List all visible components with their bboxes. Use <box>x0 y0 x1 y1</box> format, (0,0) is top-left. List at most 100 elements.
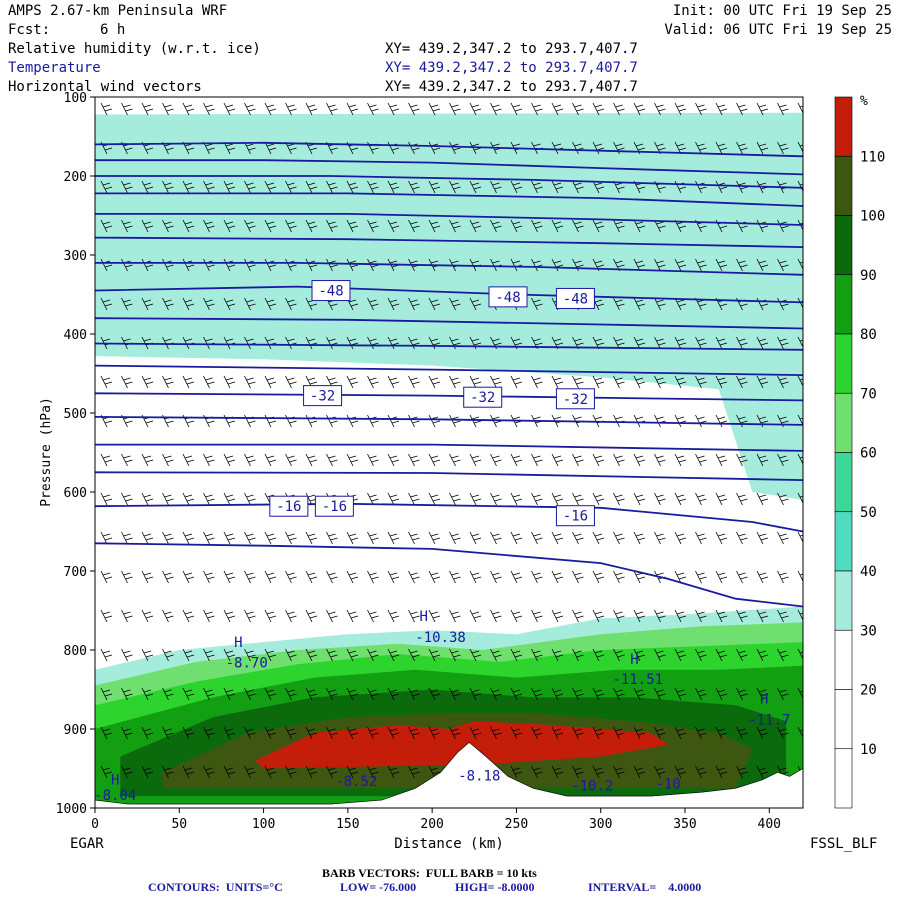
wind-barb <box>428 726 441 740</box>
wind-barb <box>367 492 379 506</box>
wind-barb <box>408 453 420 467</box>
wind-barb <box>121 687 133 701</box>
wind-barb <box>592 102 605 116</box>
wind-barb <box>777 258 789 272</box>
wind-barb <box>428 648 441 662</box>
wind-barb <box>797 609 803 621</box>
wind-barb <box>756 102 769 116</box>
wind-barb <box>613 492 625 506</box>
colorbar-segment <box>834 392 853 453</box>
isotherm-label-box <box>555 505 595 527</box>
wind-barb <box>551 102 564 116</box>
wind-barb <box>223 375 236 389</box>
wind-barb <box>100 570 113 584</box>
rh-band-120 <box>255 721 669 769</box>
wind-barb <box>674 297 687 311</box>
wind-barb <box>756 141 769 155</box>
isotherm-label-box <box>463 386 503 408</box>
wind-barb <box>695 492 707 506</box>
wind-barb <box>797 687 803 699</box>
wind-barb <box>387 765 400 779</box>
wind-barb <box>797 141 803 153</box>
isotherm-label-box <box>269 495 309 517</box>
wind-barb <box>162 453 174 467</box>
wind-barb <box>695 414 707 428</box>
wind-barb <box>695 687 707 701</box>
init-time: Init: 00 UTC Fri 19 Sep 25 <box>672 3 892 19</box>
wind-barb <box>223 765 236 779</box>
isotherm-label: -32 <box>563 392 588 408</box>
wind-barb <box>490 180 502 194</box>
wind-barb <box>121 297 133 311</box>
wind-barb <box>100 219 113 233</box>
wind-barb <box>510 375 523 389</box>
wind-barb <box>654 609 666 623</box>
wind-barb <box>613 726 625 740</box>
wind-barb <box>654 414 666 428</box>
wind-barb <box>141 219 154 233</box>
wind-barb <box>531 219 543 233</box>
wind-barb <box>428 492 441 506</box>
wind-barb <box>182 375 195 389</box>
wind-barb <box>469 219 482 233</box>
colorbar-segment <box>834 155 853 216</box>
wind-barb <box>346 570 359 584</box>
wind-barb <box>203 102 215 116</box>
wind-barb <box>654 726 666 740</box>
wind-barb <box>531 531 543 545</box>
barb-note: BARB VECTORS: FULL BARB = 10 kts <box>322 866 537 880</box>
wind-barb <box>428 180 441 194</box>
wind-barb <box>162 180 174 194</box>
wind-barb <box>408 375 420 389</box>
wind-barb <box>387 414 400 428</box>
wind-barb <box>613 297 625 311</box>
wind-barb <box>510 726 523 740</box>
wind-barb <box>736 570 748 584</box>
wind-barb <box>695 375 707 389</box>
wind-barb <box>346 531 359 545</box>
wind-barb <box>141 687 154 701</box>
wind-barb <box>449 648 461 662</box>
wind-barb <box>387 453 400 467</box>
wind-barb <box>490 375 502 389</box>
wind-barb <box>551 687 564 701</box>
wind-barb <box>715 609 728 623</box>
wind-barb <box>121 765 133 779</box>
wind-barb <box>244 726 256 740</box>
wind-barb <box>633 453 646 467</box>
wind-barb <box>797 453 803 465</box>
wind-barb <box>715 765 728 779</box>
isotherm-2 <box>95 175 803 189</box>
wind-barb <box>797 648 803 660</box>
wind-barb <box>387 531 400 545</box>
wind-barb <box>736 336 748 350</box>
wind-barb <box>510 765 523 779</box>
wind-barb <box>346 726 359 740</box>
wind-barb <box>182 219 195 233</box>
wind-barb <box>449 453 461 467</box>
high-marker: H <box>760 692 768 708</box>
wind-barb <box>674 765 687 779</box>
extremum-value: -10.38 <box>415 630 466 646</box>
wind-barb <box>613 414 625 428</box>
colorbar-label: 80 <box>860 327 877 343</box>
colorbar-segment <box>834 629 853 690</box>
field-wind-label: Horizontal wind vectors <box>8 79 202 95</box>
x-tick-label: 200 <box>420 817 443 832</box>
wind-barb <box>408 219 420 233</box>
colorbar-label: 90 <box>860 268 877 284</box>
wind-barb <box>182 609 195 623</box>
wind-barb <box>654 375 666 389</box>
wind-barb <box>449 726 461 740</box>
wind-barb <box>592 687 605 701</box>
wind-barb <box>592 765 605 779</box>
colorbar-label: 20 <box>860 683 877 699</box>
wind-barb <box>531 180 543 194</box>
wind-barb <box>449 180 461 194</box>
wind-barb <box>531 570 543 584</box>
wind-barb <box>613 609 625 623</box>
wind-barb <box>674 258 687 272</box>
wind-barb <box>100 180 113 194</box>
wind-barb <box>654 219 666 233</box>
wind-barb <box>613 765 625 779</box>
